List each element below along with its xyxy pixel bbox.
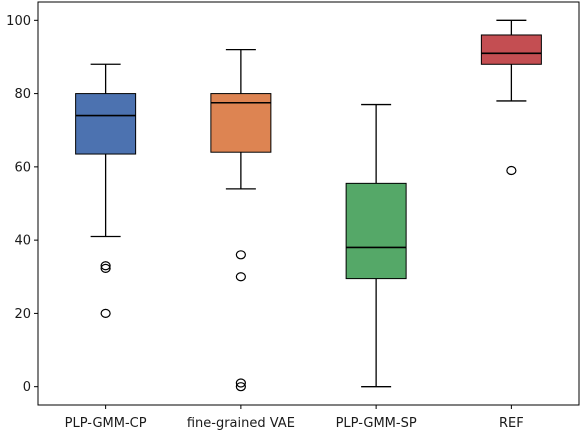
box-iqr	[75, 93, 137, 155]
x-axis: PLP-GMM-CP fine-grained VAE PLP-GMM-SP REF	[65, 405, 524, 431]
box-iqr	[480, 34, 542, 65]
outlier-point	[506, 165, 517, 176]
outlier-point	[235, 378, 246, 388]
y-tick-label: 100	[6, 14, 31, 29]
outlier-point	[235, 272, 246, 282]
box-group	[480, 19, 542, 176]
outlier-point	[100, 308, 111, 319]
plot-area	[37, 1, 580, 406]
outlier-point	[235, 250, 246, 260]
y-tick-label: 60	[14, 160, 31, 175]
y-axis: 0 20 40 60 80 100	[6, 14, 38, 395]
box-group	[75, 63, 137, 319]
y-tick-label: 20	[14, 307, 31, 322]
y-tick-label: 80	[14, 87, 31, 102]
box-iqr	[345, 182, 407, 280]
x-tick-label: PLP-GMM-SP	[336, 416, 417, 431]
plot-frame	[37, 1, 580, 406]
x-tick-label: PLP-GMM-CP	[65, 416, 147, 431]
y-tick-label: 40	[14, 234, 31, 249]
x-tick-label: REF	[499, 416, 524, 431]
x-tick-label: fine-grained VAE	[187, 416, 295, 431]
box-group	[345, 103, 407, 388]
outlier-point	[100, 261, 111, 271]
outlier-point	[100, 263, 111, 273]
box-group	[210, 48, 272, 392]
y-tick-label: 0	[23, 380, 31, 395]
outlier-point	[235, 382, 246, 392]
